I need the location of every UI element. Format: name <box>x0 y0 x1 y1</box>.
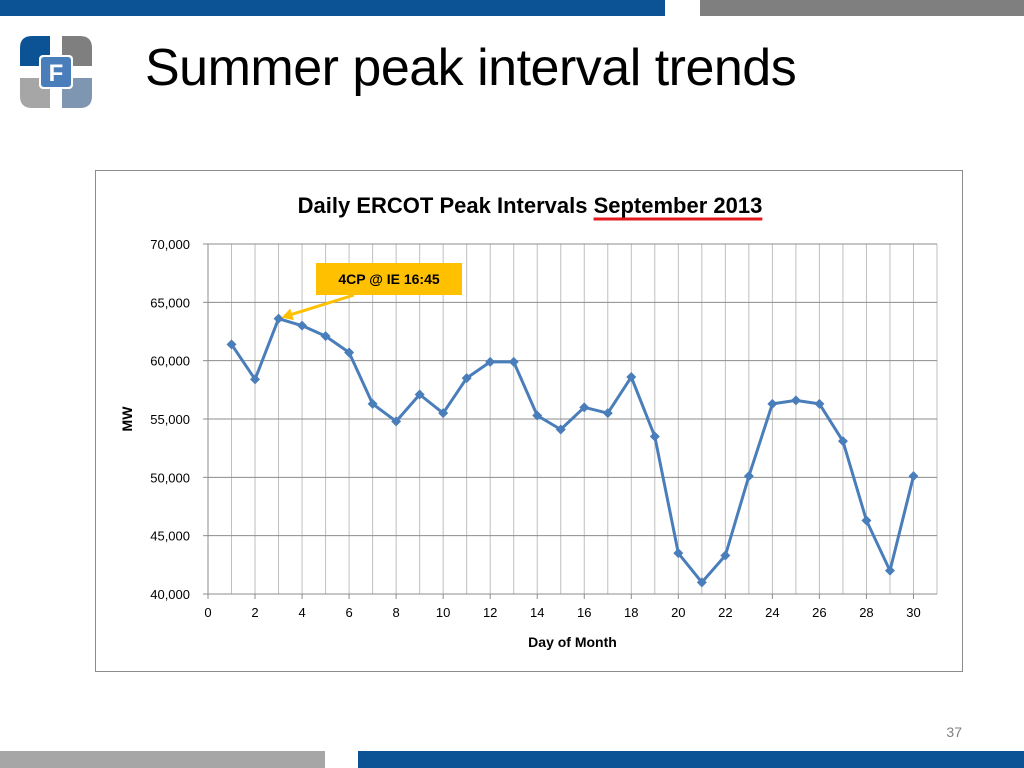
data-point-marker <box>602 408 613 419</box>
x-tick-label: 22 <box>718 605 732 620</box>
x-axis-label: Day of Month <box>528 634 617 650</box>
x-tick-label: 20 <box>671 605 685 620</box>
callout-4cp: 4CP @ IE 16:45 <box>281 263 462 321</box>
data-point-marker <box>320 331 331 342</box>
y-tick-label: 60,000 <box>150 354 190 369</box>
top-accent-bar-gray <box>700 0 1024 16</box>
x-tick-label: 12 <box>483 605 497 620</box>
series-line <box>230 317 915 584</box>
data-point-marker <box>414 389 425 400</box>
series-peak-mw <box>226 313 919 588</box>
data-point-marker <box>532 410 543 421</box>
y-tick-label: 40,000 <box>150 587 190 602</box>
data-point-marker <box>485 356 496 367</box>
y-tick-label: 55,000 <box>150 412 190 427</box>
y-tick-label: 45,000 <box>150 529 190 544</box>
data-point-marker <box>673 548 684 559</box>
x-tick-label: 30 <box>906 605 920 620</box>
data-point-marker <box>273 313 284 324</box>
callout-box <box>316 263 462 295</box>
chart-frame: Daily ERCOT Peak Intervals September 201… <box>95 170 963 672</box>
company-logo-icon: F <box>20 36 92 108</box>
data-point-marker <box>861 515 872 526</box>
data-point-marker <box>743 471 754 482</box>
x-tick-label: 10 <box>436 605 450 620</box>
page-number: 37 <box>946 724 962 740</box>
x-tick-label: 6 <box>345 605 352 620</box>
data-point-marker <box>391 416 402 427</box>
callout-text: 4CP @ IE 16:45 <box>338 271 440 287</box>
bottom-accent-bar-blue <box>358 751 1024 768</box>
y-tick-label: 50,000 <box>150 470 190 485</box>
data-point-marker <box>461 373 472 384</box>
x-axis-ticks: 0 2 4 6 8 10 12 14 16 18 20 22 24 26 28 30 <box>204 594 921 620</box>
chart: Daily ERCOT Peak Intervals September 201… <box>119 193 938 650</box>
chart-title-emphasis: September 2013 <box>594 193 763 218</box>
data-point-marker <box>837 436 848 447</box>
callout-arrow <box>287 293 355 318</box>
data-point-marker <box>814 398 825 409</box>
data-point-marker <box>884 565 895 576</box>
data-point-marker <box>720 550 731 561</box>
logo-letter: F <box>49 60 64 87</box>
data-point-marker <box>767 398 778 409</box>
slide-title: Summer peak interval trends <box>145 39 797 97</box>
y-tick-label: 65,000 <box>150 295 190 310</box>
data-point-marker <box>344 347 355 358</box>
chart-title: Daily ERCOT Peak Intervals September 201… <box>298 193 763 218</box>
data-point-marker <box>626 372 637 382</box>
x-tick-label: 18 <box>624 605 638 620</box>
chart-title-main: Daily ERCOT Peak Intervals <box>298 193 594 218</box>
x-tick-label: 2 <box>251 605 258 620</box>
data-point-marker <box>297 320 308 331</box>
x-tick-label: 8 <box>393 605 400 620</box>
data-point-marker <box>555 424 566 435</box>
data-point-marker <box>908 471 919 482</box>
y-tick-label: 70,000 <box>150 237 190 252</box>
data-point-marker <box>696 577 707 588</box>
x-tick-label: 28 <box>859 605 873 620</box>
y-axis-ticks: 40,000 45,000 50,000 55,000 60,000 65,000 70,0… <box>150 237 208 602</box>
callout-arrowhead <box>281 308 294 321</box>
y-axis-label: MW <box>119 406 135 432</box>
data-point-marker <box>250 374 261 385</box>
x-tick-label: 16 <box>577 605 591 620</box>
data-point-marker <box>790 395 801 406</box>
data-point-marker <box>579 402 590 413</box>
data-point-marker <box>367 398 378 409</box>
data-point-marker <box>508 356 519 367</box>
x-tick-label: 26 <box>812 605 826 620</box>
x-tick-label: 24 <box>765 605 779 620</box>
x-tick-label: 0 <box>204 605 211 620</box>
bottom-accent-bar-gray <box>0 751 325 768</box>
top-accent-bar-blue <box>0 0 665 16</box>
data-point-marker <box>649 431 660 442</box>
x-tick-label: 14 <box>530 605 544 620</box>
x-tick-label: 4 <box>298 605 305 620</box>
data-point-marker <box>438 408 449 419</box>
data-point-marker <box>226 339 237 350</box>
